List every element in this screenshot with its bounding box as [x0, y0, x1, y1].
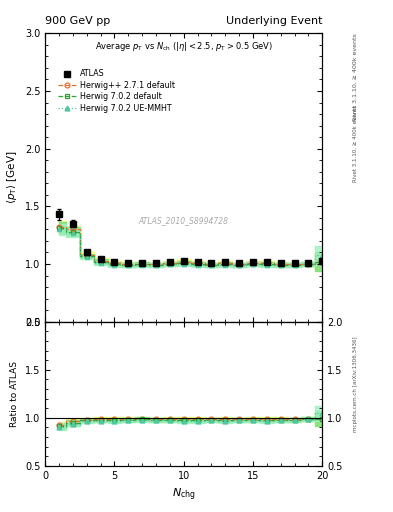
Text: Average $p_\mathrm{T}$ vs $N_\mathrm{ch}$ ($|\eta|<2.5$, $p_\mathrm{T}>0.5$ GeV): Average $p_\mathrm{T}$ vs $N_\mathrm{ch}…: [95, 40, 273, 53]
Y-axis label: $\langle p_\mathrm{T}\rangle$ [GeV]: $\langle p_\mathrm{T}\rangle$ [GeV]: [5, 151, 19, 204]
Text: Rivet 3.1.10, ≥ 400k events: Rivet 3.1.10, ≥ 400k events: [353, 33, 358, 121]
Text: Rivet 3.1.10, ≥ 400k events: Rivet 3.1.10, ≥ 400k events: [353, 105, 358, 182]
X-axis label: $N_\mathrm{chg}$: $N_\mathrm{chg}$: [172, 486, 196, 503]
Text: ATLAS_2010_S8994728: ATLAS_2010_S8994728: [139, 216, 229, 225]
Text: 900 GeV pp: 900 GeV pp: [45, 16, 110, 26]
Text: Underlying Event: Underlying Event: [226, 16, 322, 26]
Y-axis label: Ratio to ATLAS: Ratio to ATLAS: [10, 361, 19, 427]
Text: mcplots.cern.ch [arXiv:1306.3436]: mcplots.cern.ch [arXiv:1306.3436]: [353, 336, 358, 432]
Legend: ATLAS, Herwig++ 2.7.1 default, Herwig 7.0.2 default, Herwig 7.0.2 UE-MMHT: ATLAS, Herwig++ 2.7.1 default, Herwig 7.…: [55, 66, 178, 116]
